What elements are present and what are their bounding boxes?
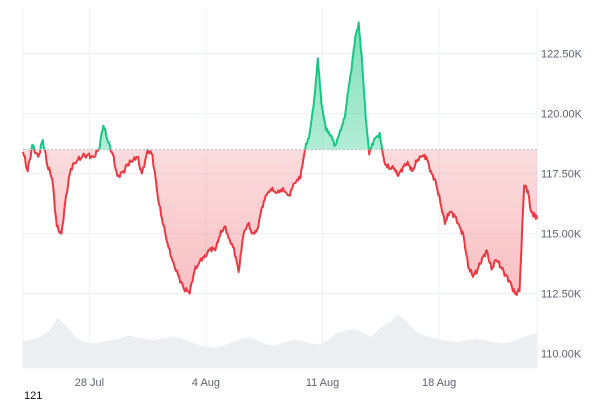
y-tick-label: 120.00K [541, 109, 583, 121]
y-tick-label: 110.00K [541, 349, 582, 361]
x-tick-label: 4 Aug [192, 377, 220, 389]
y-tick-label: 112.50K [541, 289, 582, 301]
x-axis: 28 Jul 4 Aug 11 Aug 18 Aug [75, 377, 456, 389]
volume-area [23, 315, 537, 368]
y-tick-label: 122.50K [541, 49, 583, 61]
y-tick-label: 117.50K [541, 169, 582, 181]
y-tick-label: 115.00K [541, 229, 582, 241]
corner-label: 121 [24, 390, 42, 401]
price-areas [23, 22, 537, 295]
x-tick-label: 28 Jul [75, 377, 104, 389]
x-tick-label: 18 Aug [422, 377, 456, 389]
y-axis: 110.00K 112.50K 115.00K 117.50K 120.00K 122.5… [541, 49, 583, 361]
x-tick-label: 11 Aug [306, 377, 339, 389]
area-below-baseline [23, 22, 537, 295]
volume-area-shape [23, 315, 537, 368]
